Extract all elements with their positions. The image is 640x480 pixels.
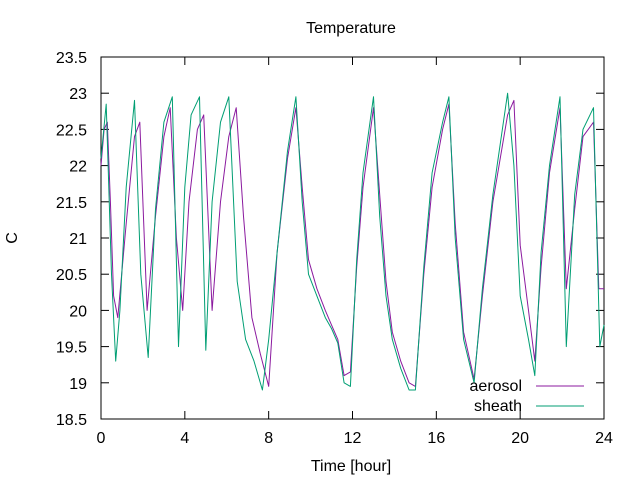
x-tick-label: 8	[264, 430, 273, 447]
y-tick-label: 19.5	[56, 340, 87, 357]
y-axis-label: C	[4, 232, 21, 244]
x-tick-label: 4	[180, 430, 189, 447]
x-axis-label: Time [hour]	[311, 458, 391, 475]
y-tick-label: 21.5	[56, 195, 87, 212]
y-tick-label: 20	[69, 303, 87, 320]
legend: aerosol sheath	[470, 378, 584, 415]
y-tick-label: 23.5	[56, 50, 87, 67]
y-tick-label: 18.5	[56, 412, 87, 429]
x-tick-label: 20	[511, 430, 529, 447]
legend-label-aerosol: aerosol	[470, 378, 522, 395]
y-tick-label: 20.5	[56, 267, 87, 284]
chart-title: Temperature	[306, 20, 396, 37]
x-tick-label: 24	[595, 430, 613, 447]
x-axis: 0 4 8 12 16 20 24	[97, 57, 613, 447]
y-tick-label: 19	[69, 376, 87, 393]
y-tick-label: 23	[69, 86, 87, 103]
y-tick-label: 21	[69, 231, 87, 248]
x-tick-label: 16	[427, 430, 445, 447]
series-line-aerosol	[100, 99, 604, 387]
y-axis: 18.5 19 19.5 20 20.5 21 21.5 22 22.5 23 23.5	[56, 50, 604, 429]
series-layer	[100, 92, 605, 391]
y-tick-label: 22.5	[56, 122, 87, 139]
x-tick-label: 12	[344, 430, 362, 447]
y-tick-label: 22	[69, 159, 87, 176]
legend-label-sheath: sheath	[474, 398, 522, 415]
x-tick-label: 0	[97, 430, 106, 447]
series-line-sheath	[100, 92, 605, 391]
